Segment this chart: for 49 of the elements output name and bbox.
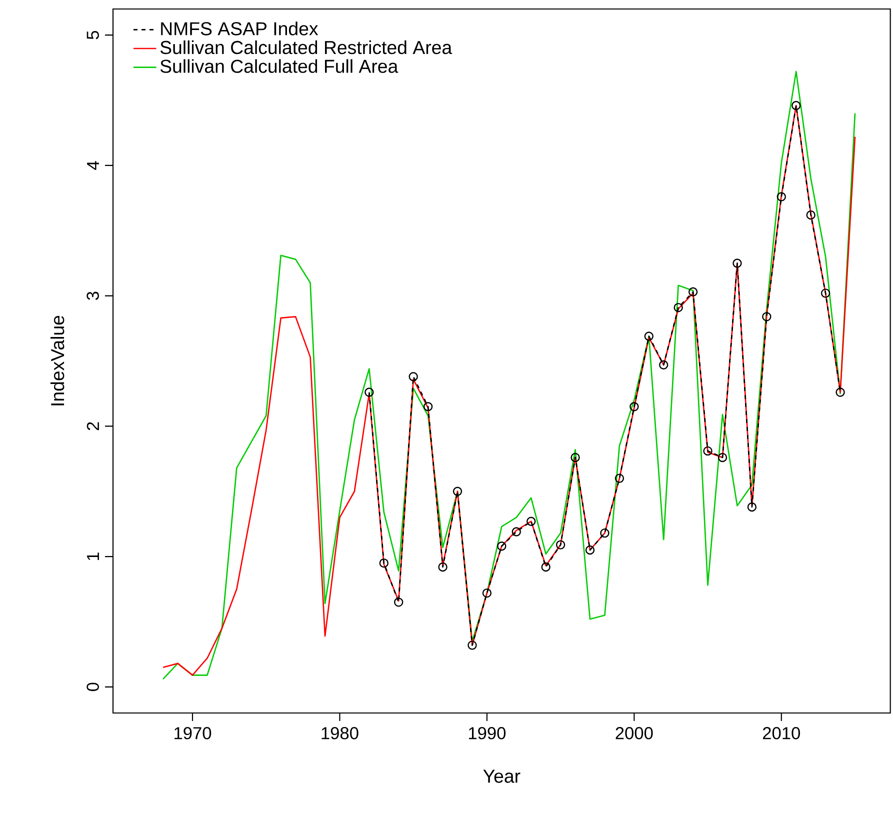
point: [482, 588, 492, 598]
y-tick-label: 5: [86, 30, 99, 40]
point: [394, 598, 404, 607]
point: [644, 332, 654, 341]
point: [659, 360, 668, 370]
point: [762, 312, 772, 322]
point: [541, 562, 550, 572]
x-tick-label: 1980: [322, 727, 358, 740]
point: [364, 388, 374, 397]
point: [747, 502, 757, 512]
point: [792, 100, 801, 110]
point: [438, 562, 448, 572]
point: [674, 302, 683, 312]
point: [408, 372, 418, 382]
point: [836, 388, 845, 397]
point: [379, 558, 388, 568]
x-tick-label: 2000: [616, 727, 653, 740]
point: [776, 192, 786, 202]
x-tick-label: 1970: [174, 727, 212, 740]
point: [614, 474, 624, 483]
legend-label: Sullivan Calculated Restricted Area: [160, 40, 452, 54]
point: [806, 210, 816, 220]
point: [526, 516, 536, 526]
point: [820, 288, 830, 298]
point: [585, 545, 595, 555]
y-tick-label: 0: [86, 682, 99, 692]
y-axis-title: IndexValue: [50, 316, 64, 406]
point: [600, 528, 610, 538]
point: [468, 640, 477, 650]
point: [423, 402, 433, 412]
y-tick-label: 4: [87, 161, 99, 170]
point: [718, 452, 728, 462]
point: [703, 446, 712, 456]
y-tick-label: 1: [87, 552, 99, 560]
x-tick-label: 1990: [468, 727, 506, 740]
y-tick-label: 3: [86, 292, 99, 300]
point: [556, 540, 566, 550]
x-axis-title: Year: [483, 770, 520, 783]
point: [452, 486, 462, 496]
legend-label: Sullivan Calculated Full Area: [160, 59, 398, 73]
point: [570, 452, 580, 462]
point: [512, 527, 521, 536]
point: [497, 542, 506, 551]
legend-label: NMFS ASAP Index: [161, 22, 318, 36]
y-tick-label: 2: [86, 422, 99, 430]
point: [688, 287, 698, 296]
point: [732, 258, 742, 268]
x-tick-label: 2010: [762, 727, 800, 740]
point: [630, 402, 639, 412]
